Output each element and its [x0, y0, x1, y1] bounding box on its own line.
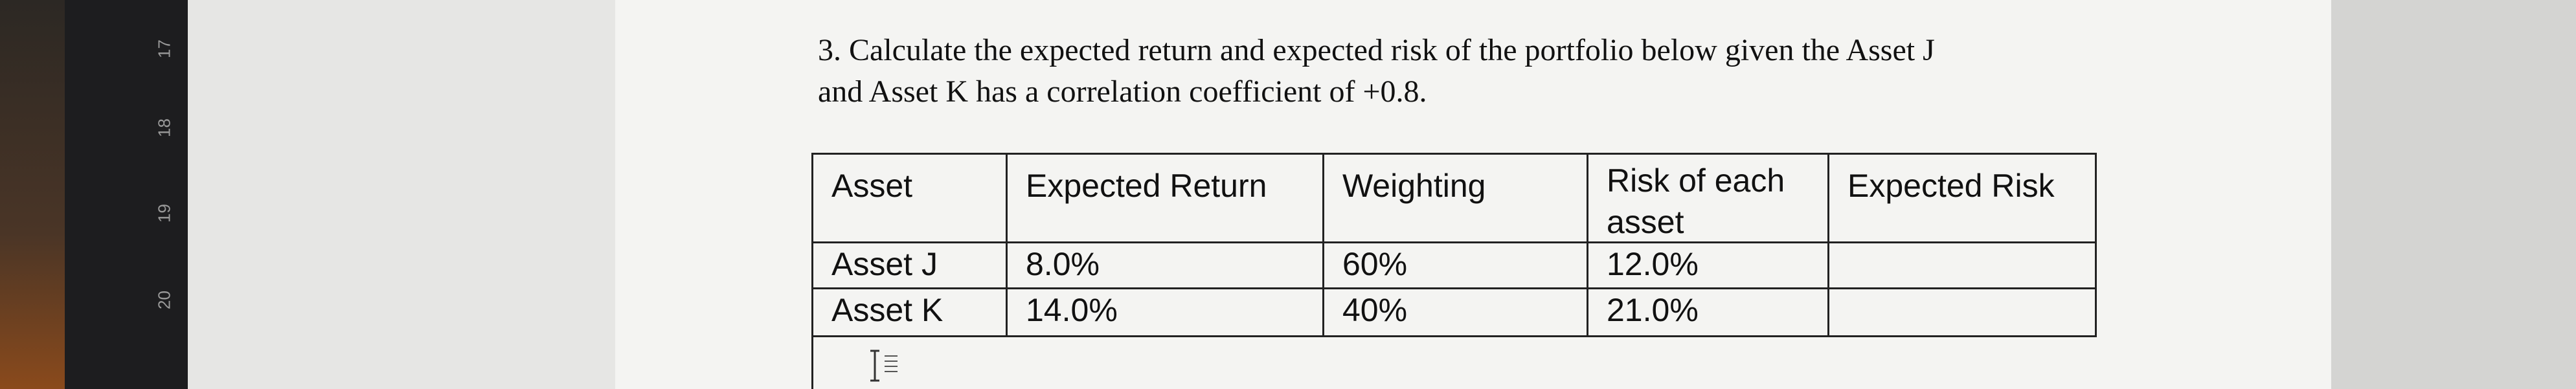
workspace	[2331, 0, 2576, 389]
table-cell: 21.0%	[1587, 287, 1829, 337]
table-cell	[1827, 287, 2097, 337]
header-cell: Asset	[811, 153, 1008, 243]
table-cell: 60%	[1322, 241, 1588, 289]
question-text: and Asset K has a correlation coefficien…	[818, 74, 1427, 109]
ruler-label: 17	[154, 39, 174, 58]
header-cell: Expected Risk	[1827, 153, 2097, 243]
ruler-label: 20	[154, 291, 174, 309]
table-cell: 8.0%	[1006, 241, 1324, 289]
workspace	[188, 0, 615, 389]
row-label: Asset K	[811, 287, 1008, 337]
ruler-label: 18	[154, 118, 174, 137]
photo-edge	[0, 0, 65, 389]
row-label: Asset J	[811, 241, 1008, 289]
table-cell	[1827, 241, 2097, 289]
table-cell: 12.0%	[1587, 241, 1829, 289]
table-cell: 40%	[1322, 287, 1588, 337]
header-cell: Weighting	[1322, 153, 1588, 243]
document-page	[615, 0, 2331, 389]
ruler	[65, 0, 188, 389]
text-cursor	[870, 350, 898, 382]
header-cell: Expected Return	[1006, 153, 1324, 243]
question-text: 3. Calculate the expected return and exp…	[818, 33, 1935, 67]
table-border	[811, 333, 813, 389]
header-cell: Risk of each asset	[1587, 153, 1829, 243]
table-cell: 14.0%	[1006, 287, 1324, 337]
ruler-label: 19	[154, 204, 174, 223]
